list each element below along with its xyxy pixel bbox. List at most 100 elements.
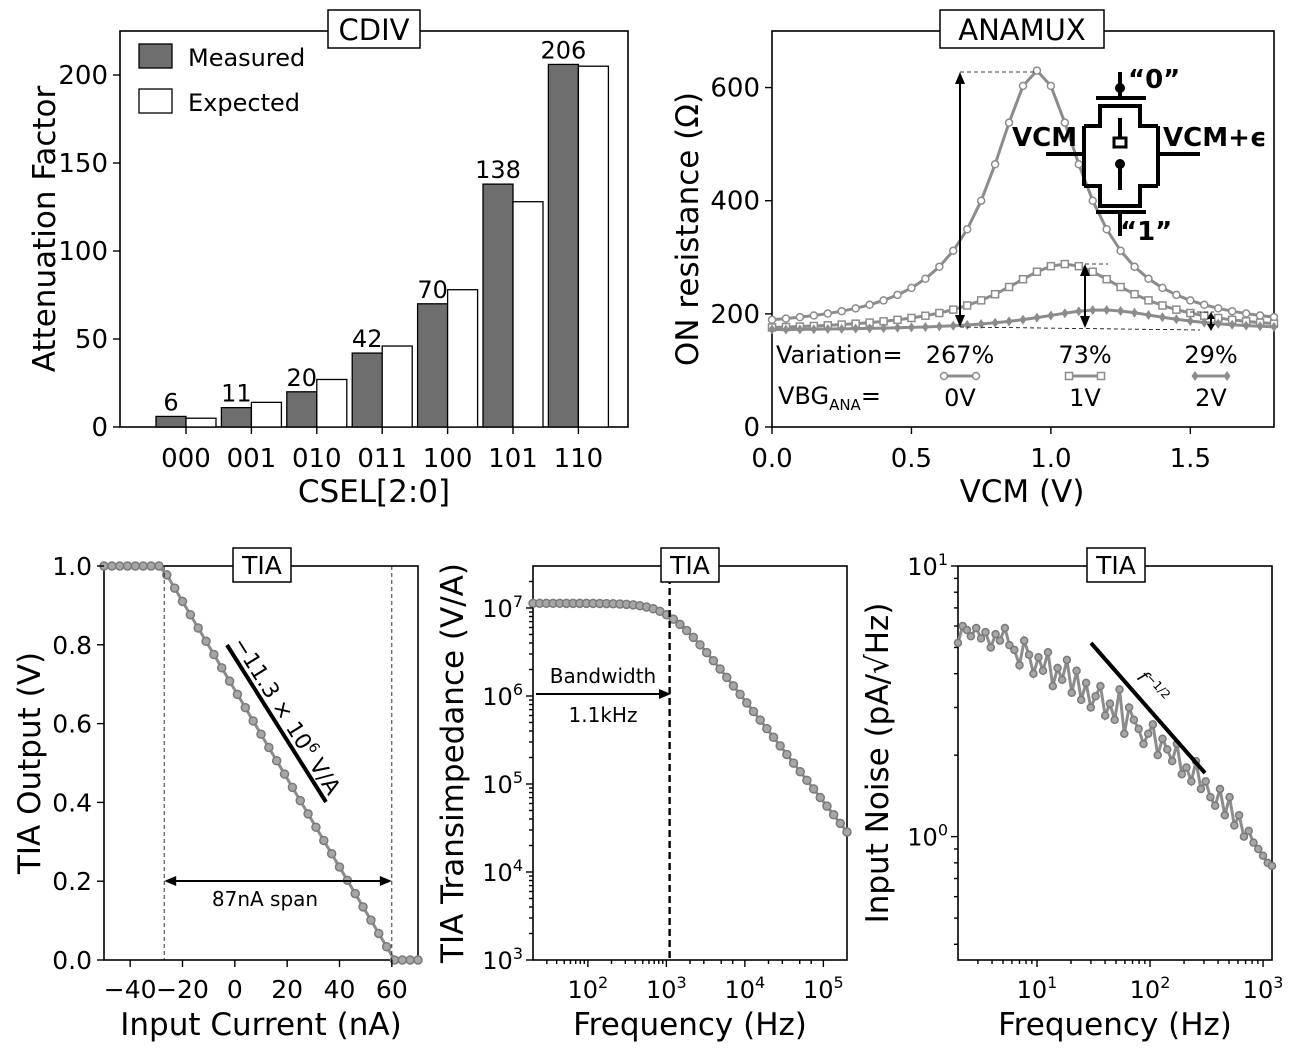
anamux-ylabel: ON resistance (Ω) xyxy=(670,92,706,366)
ytick-label: 0.4 xyxy=(52,788,92,817)
xtick-label: 100 xyxy=(423,444,473,474)
noise-point xyxy=(1230,821,1239,830)
tia-dc-xlabel: Input Current (nA) xyxy=(120,1007,401,1043)
tia-dc-point xyxy=(177,596,188,607)
marker-diamond xyxy=(880,323,888,334)
marker-diamond xyxy=(866,323,874,334)
vbg-1v: 1V xyxy=(1069,384,1101,412)
noise-point xyxy=(1000,623,1010,633)
noise-point xyxy=(1254,844,1263,854)
xtick-label: 104 xyxy=(725,973,766,1004)
tia-ac-point xyxy=(842,827,852,837)
marker-circle xyxy=(1241,309,1251,318)
tia-ac-point xyxy=(701,647,712,658)
tia-noise-panel: 100 101 101 102 103 f−1/2 TIA Frequency (Hz… xyxy=(860,547,1283,1043)
tia-dc-point xyxy=(350,888,360,899)
legend-marker-diamond xyxy=(1223,371,1231,381)
tia-dc-point xyxy=(232,689,243,700)
noise-point xyxy=(1167,756,1177,766)
tia-ac-xlabel: Frequency (Hz) xyxy=(573,1007,807,1043)
tia-dc-point xyxy=(193,623,203,633)
bar-measured xyxy=(351,352,383,428)
tia-dc-point xyxy=(209,649,219,660)
tia-ac-point xyxy=(721,672,732,683)
tia-ac-point xyxy=(748,706,759,717)
tia-ac-point xyxy=(815,792,826,803)
ytick-label: 50 xyxy=(75,325,108,355)
noise-point xyxy=(1134,724,1143,734)
noise-point xyxy=(1019,636,1029,645)
tia-ac-plot-frame xyxy=(532,565,848,961)
marker-circle xyxy=(1116,246,1125,256)
marker-diamond xyxy=(1270,321,1278,332)
noise-point xyxy=(1081,678,1091,688)
marker-circle xyxy=(1255,311,1265,320)
legend-measured-swatch xyxy=(138,43,173,69)
tia-dc-point xyxy=(326,849,337,859)
tia-ac-point xyxy=(688,632,699,643)
noise-point xyxy=(1158,734,1167,743)
marker-square xyxy=(1088,267,1097,277)
marker-diamond xyxy=(921,321,929,332)
cdiv-panel: 6 11 20 42 70 138 206 0 50 100 150 200 000 001 010 01… xyxy=(27,9,629,510)
tia-dc-point xyxy=(130,561,141,571)
xtick-label: 0.0 xyxy=(751,444,792,474)
noise-point xyxy=(1091,692,1100,701)
noise-slope-line xyxy=(1089,641,1207,775)
noise-point xyxy=(1086,703,1096,712)
tia-dc-point xyxy=(138,561,148,571)
marker-square xyxy=(976,296,986,305)
marker-square xyxy=(1102,274,1111,284)
cdiv-xlabel: CSEL[2:0] xyxy=(298,474,450,510)
marker-square xyxy=(935,308,944,318)
marker-circle xyxy=(809,311,819,320)
xtick-label: 102 xyxy=(568,973,609,1004)
ytick-label: 0 xyxy=(743,413,760,443)
ytick-label: 0.6 xyxy=(52,710,92,739)
tia-ac-point xyxy=(788,758,799,768)
tia-dc-point xyxy=(224,676,235,686)
marker-circle xyxy=(921,274,930,284)
marker-circle xyxy=(767,315,777,325)
tia-ac-point xyxy=(715,664,725,674)
marker-circle xyxy=(1172,290,1181,300)
marker-diamond xyxy=(1200,317,1208,328)
vbg-0v: 0V xyxy=(944,384,976,412)
tia-dc-point xyxy=(107,561,117,571)
ytick-label: 600 xyxy=(710,74,760,104)
marker-diamond xyxy=(1061,308,1069,319)
tia-ac-point xyxy=(681,625,692,636)
tia-dc-point xyxy=(169,583,180,593)
xtick-label: −40 xyxy=(104,975,157,1004)
noise-point xyxy=(1201,777,1210,786)
bar-measured xyxy=(220,406,253,428)
noise-point xyxy=(1162,745,1172,754)
marker-square xyxy=(1046,261,1056,271)
bandwidth-value: 1.1kHz xyxy=(569,703,638,727)
marker-square xyxy=(1018,274,1028,284)
noise-point xyxy=(1067,688,1077,698)
marker-diamond xyxy=(1131,307,1139,318)
xtick-label: 110 xyxy=(554,444,604,474)
marker-diamond xyxy=(1005,316,1013,327)
noise-point xyxy=(1182,763,1191,772)
marker-circle xyxy=(907,283,916,293)
noise-point xyxy=(1043,648,1053,657)
ytick-label: 107 xyxy=(482,592,523,623)
tia-dc-point xyxy=(358,902,368,912)
cdiv-ylabel: Attenuation Factor xyxy=(27,86,63,373)
bar-value-label: 138 xyxy=(475,156,521,184)
marker-diamond xyxy=(810,324,818,335)
noise-point xyxy=(1096,681,1105,691)
tia-dc-point xyxy=(397,955,408,965)
noise-point xyxy=(1153,750,1162,760)
noise-point xyxy=(1225,792,1234,802)
cdiv-title: CDIV xyxy=(339,13,410,47)
tia-ac-point xyxy=(708,655,719,666)
variation-0v: 267% xyxy=(926,341,995,369)
tia-dc-point xyxy=(287,782,298,793)
inset-label-vcm: VCM xyxy=(1012,123,1077,153)
vbg-label: VBGANA= xyxy=(778,382,881,414)
bar-measured xyxy=(286,391,318,428)
bar-value-label: 42 xyxy=(352,325,383,353)
